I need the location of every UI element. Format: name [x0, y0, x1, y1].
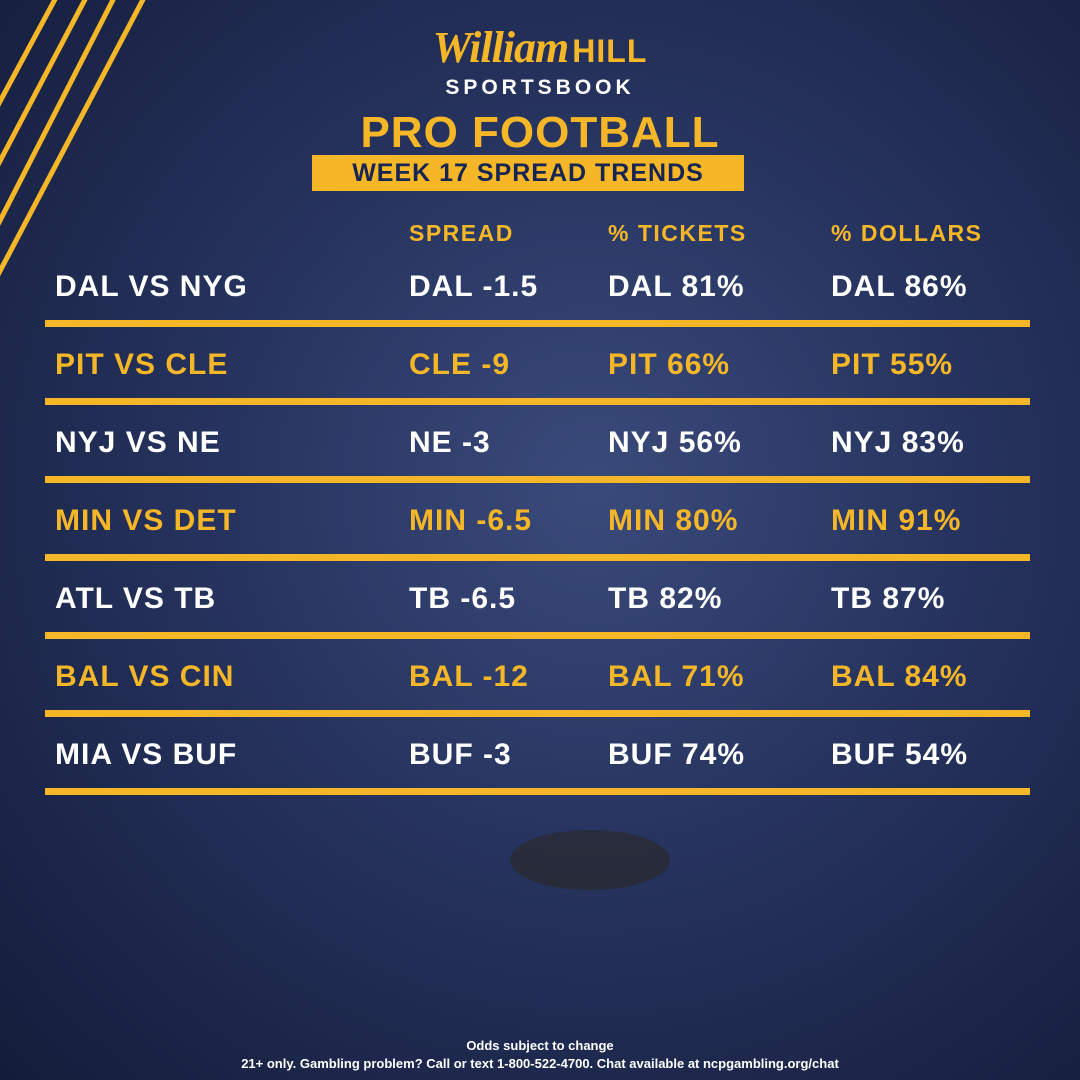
- row-separator: [45, 476, 1030, 483]
- column-header: % DOLLARS: [831, 220, 983, 246]
- cell: TB -6.5: [409, 582, 517, 615]
- matchup: MIN VS DET: [55, 504, 237, 537]
- brand-bold: HILL: [572, 33, 648, 69]
- cell: NE -3: [409, 426, 491, 459]
- cell: DAL -1.5: [409, 270, 539, 303]
- footer-disclaimer: 21+ only. Gambling problem? Call or text…: [241, 1056, 839, 1071]
- brand-sub: SPORTSBOOK: [445, 76, 635, 99]
- row-separator: [45, 632, 1030, 639]
- cell: MIN 91%: [831, 504, 962, 537]
- row-separator: [45, 710, 1030, 717]
- matchup: BAL VS CIN: [55, 660, 235, 693]
- matchup: DAL VS NYG: [55, 270, 248, 303]
- football: [510, 830, 670, 890]
- cell: BUF 54%: [831, 738, 969, 771]
- cell: PIT 55%: [831, 348, 954, 381]
- row-separator: [45, 320, 1030, 327]
- cell: TB 82%: [608, 582, 723, 615]
- matchup: PIT VS CLE: [55, 348, 229, 381]
- brand-script: William: [432, 23, 570, 72]
- cell: MIN 80%: [608, 504, 739, 537]
- cell: MIN -6.5: [409, 504, 533, 537]
- subtitle: WEEK 17 SPREAD TRENDS: [312, 155, 744, 191]
- matchup: MIA VS BUF: [55, 738, 238, 771]
- cell: NYJ 83%: [831, 426, 965, 459]
- cell: DAL 86%: [831, 270, 968, 303]
- cell: PIT 66%: [608, 348, 731, 381]
- cell: BUF -3: [409, 738, 512, 771]
- cell: BUF 74%: [608, 738, 746, 771]
- cell: TB 87%: [831, 582, 946, 615]
- row-separator: [45, 398, 1030, 405]
- cell: NYJ 56%: [608, 426, 742, 459]
- footer-note: Odds subject to change: [466, 1038, 614, 1053]
- cell: DAL 81%: [608, 270, 745, 303]
- stripes: [0, 0, 146, 277]
- column-header: SPREAD: [409, 220, 514, 246]
- column-header: % TICKETS: [608, 220, 747, 246]
- cell: BAL 71%: [608, 660, 745, 693]
- title: PRO FOOTBALL: [360, 108, 720, 157]
- matchup: NYJ VS NE: [55, 426, 221, 459]
- brand: William HILL: [0, 22, 1080, 73]
- cell: BAL -12: [409, 660, 529, 693]
- matchup: ATL VS TB: [55, 582, 217, 615]
- cell: BAL 84%: [831, 660, 968, 693]
- cell: CLE -9: [409, 348, 511, 381]
- row-separator: [45, 554, 1030, 561]
- row-separator: [45, 788, 1030, 795]
